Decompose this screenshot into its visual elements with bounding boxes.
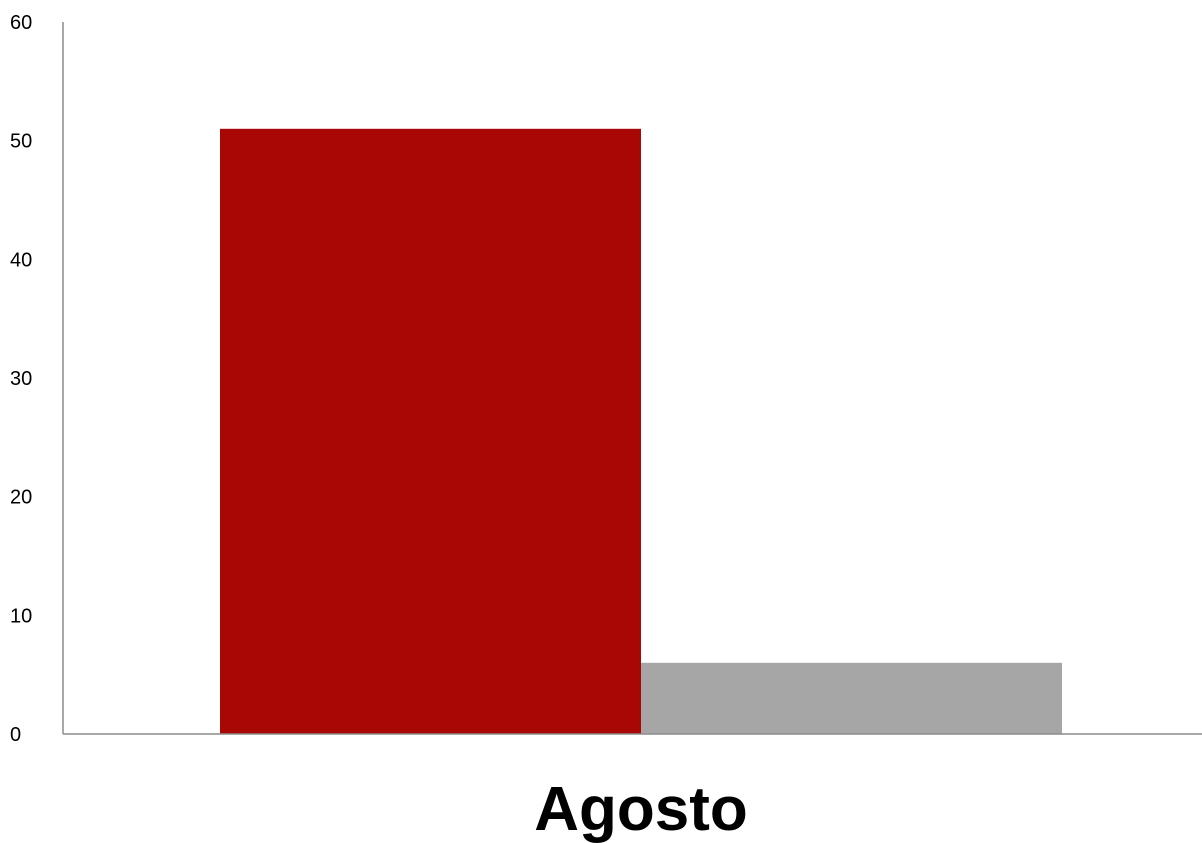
y-tick-label: 0 — [10, 724, 21, 746]
y-axis-tick-labels: 0 10 20 30 40 50 60 — [10, 12, 32, 746]
y-tick-label: 60 — [10, 12, 32, 34]
y-tick-label: 40 — [10, 249, 32, 271]
bar — [220, 128, 641, 735]
y-tick-label: 50 — [10, 131, 32, 153]
bars — [220, 128, 1062, 735]
y-tick-label: 10 — [10, 605, 32, 627]
y-tick-label: 20 — [10, 487, 32, 509]
x-category-label: Agosto — [534, 775, 748, 843]
y-tick-label: 30 — [10, 368, 32, 390]
bar — [641, 662, 1062, 734]
x-axis-category-labels: Agosto — [534, 775, 748, 843]
